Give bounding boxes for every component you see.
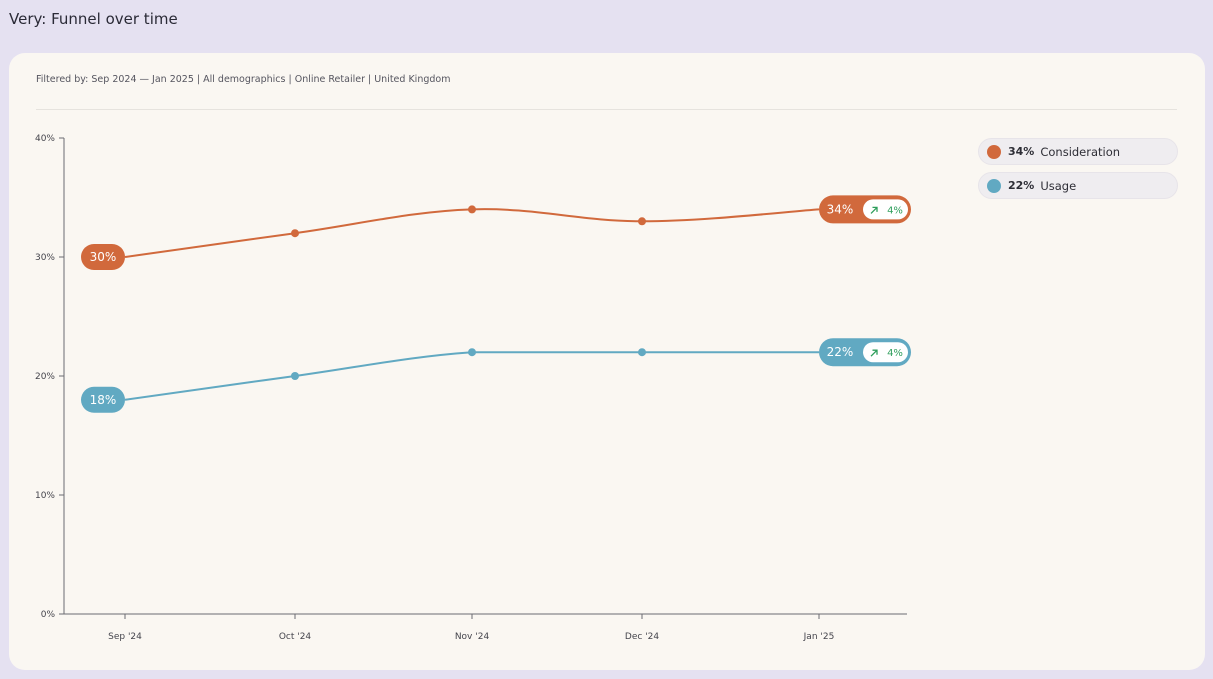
end-value-label-usage: 22%	[827, 345, 854, 359]
y-tick-label: 10%	[35, 491, 55, 501]
chart-axes: 0% 10% 20% 30% 40% Sep '24 Oct '24 Nov '24 Dec '…	[35, 134, 907, 642]
change-badge-consideration	[863, 199, 908, 220]
y-tick-label: 0%	[41, 610, 56, 620]
data-point-usage	[638, 348, 646, 357]
data-point-usage	[468, 348, 476, 357]
legend-dot-consideration	[987, 144, 1001, 159]
arrow-up-right-icon	[870, 206, 878, 214]
end-value-label-consideration: 34%	[827, 202, 854, 216]
x-tick-label: Sep '24	[108, 632, 142, 642]
legend-label: Consideration	[1040, 144, 1121, 159]
chart-legend: 34% Consideration 22% Usage	[978, 138, 1178, 206]
arrow-up-right-icon	[870, 349, 878, 357]
filter-summary: Filtered by: Sep 2024 — Jan 2025 | All d…	[36, 74, 451, 85]
legend-item-consideration[interactable]: 34% Consideration	[978, 138, 1178, 165]
change-badge-usage	[863, 342, 908, 363]
data-point-consideration	[468, 205, 476, 214]
divider	[36, 109, 1177, 110]
y-tick-label: 40%	[35, 134, 55, 144]
change-value-label-usage: 4%	[887, 348, 903, 359]
chart-lines	[124, 205, 820, 401]
chart-card: Filtered by: Sep 2024 — Jan 2025 | All d…	[9, 53, 1205, 670]
data-point-consideration	[291, 229, 299, 238]
line-chart: 0% 10% 20% 30% 40% Sep '24 Oct '24 Nov '24 Dec '…	[35, 134, 911, 642]
legend-value: 22%	[1008, 179, 1035, 192]
data-point-consideration	[638, 217, 646, 226]
x-tick-label: Nov '24	[455, 632, 490, 642]
x-tick-label: Oct '24	[279, 632, 312, 642]
series-line-consideration	[124, 208, 820, 258]
legend-dot-usage	[987, 178, 1001, 193]
x-tick-label: Jan '25	[803, 632, 835, 642]
x-tick-label: Dec '24	[625, 632, 659, 642]
legend-value: 34%	[1008, 145, 1035, 158]
start-value-label-usage: 18%	[90, 393, 117, 407]
start-value-pill-usage	[81, 386, 125, 413]
chart-labels: 30% 34% 4% 18% 22% 4%	[81, 195, 911, 413]
page-title: Very: Funnel over time	[9, 10, 178, 28]
y-tick-label: 20%	[35, 372, 55, 382]
y-tick-label: 30%	[35, 253, 55, 263]
start-value-pill-consideration	[81, 244, 125, 270]
change-value-label-consideration: 4%	[887, 205, 903, 216]
legend-item-usage[interactable]: 22% Usage	[978, 172, 1178, 199]
legend-label: Usage	[1040, 178, 1077, 193]
series-line-usage	[124, 351, 819, 401]
data-point-usage	[291, 372, 299, 380]
start-value-label-consideration: 30%	[90, 250, 117, 264]
